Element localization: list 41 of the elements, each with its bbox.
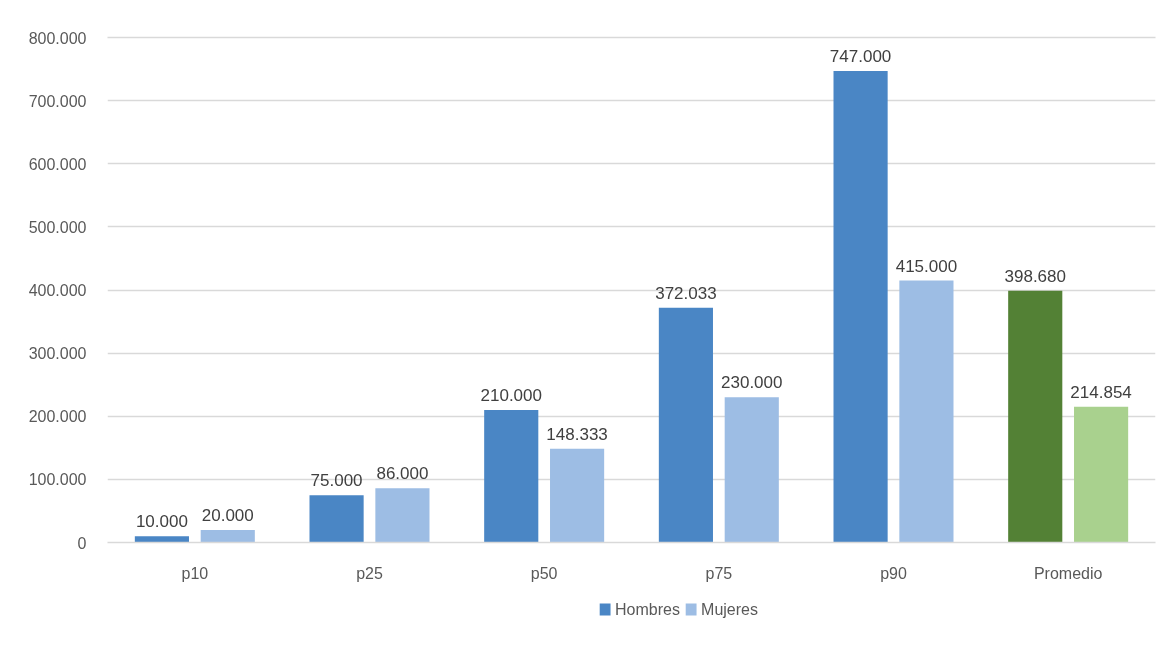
data-label: 20.000: [201, 505, 254, 525]
data-label: 148.333: [546, 424, 608, 444]
y-tick-label: 500.000: [28, 218, 87, 236]
bar: [200, 529, 255, 543]
data-label: 10.000: [135, 512, 188, 532]
bar: [484, 409, 539, 543]
bar: [309, 495, 364, 543]
bar: [833, 70, 888, 543]
x-tick-label: Promedio: [1033, 564, 1103, 582]
x-tick-label: p90: [880, 564, 907, 582]
bar: [1008, 290, 1063, 543]
bar: [550, 448, 605, 543]
data-label: 398.680: [1004, 266, 1066, 286]
y-tick-label: 0: [77, 534, 87, 552]
data-label: 230.000: [721, 373, 783, 393]
data-label: 415.000: [895, 256, 958, 276]
y-tick-label: 100.000: [28, 471, 87, 489]
bar: [658, 307, 713, 543]
y-tick-label: 800.000: [28, 29, 87, 47]
data-label: 75.000: [310, 471, 363, 491]
bar: [899, 280, 954, 543]
bar: [1074, 406, 1129, 543]
x-tick-label: p25: [356, 564, 383, 582]
bar: [375, 488, 430, 543]
bar: [134, 536, 189, 543]
data-label: 86.000: [376, 464, 429, 484]
y-tick-label: 600.000: [28, 155, 87, 173]
y-tick-label: 400.000: [28, 282, 87, 299]
x-tick-label: p75: [705, 564, 733, 582]
x-tick-label: p50: [530, 564, 558, 582]
bar: [724, 397, 779, 543]
y-tick-label: 700.000: [28, 92, 87, 110]
data-label: 372.033: [655, 283, 717, 303]
x-tick-label: p10: [181, 564, 209, 582]
y-tick-label: 300.000: [28, 345, 87, 363]
data-label: 210.000: [480, 385, 542, 405]
data-label: 747.000: [829, 46, 892, 66]
y-tick-label: 200.000: [28, 408, 87, 426]
legend-label: Hombres: [615, 601, 680, 618]
data-label: 214.854: [1070, 382, 1132, 402]
legend-label: Mujeres: [701, 601, 758, 618]
